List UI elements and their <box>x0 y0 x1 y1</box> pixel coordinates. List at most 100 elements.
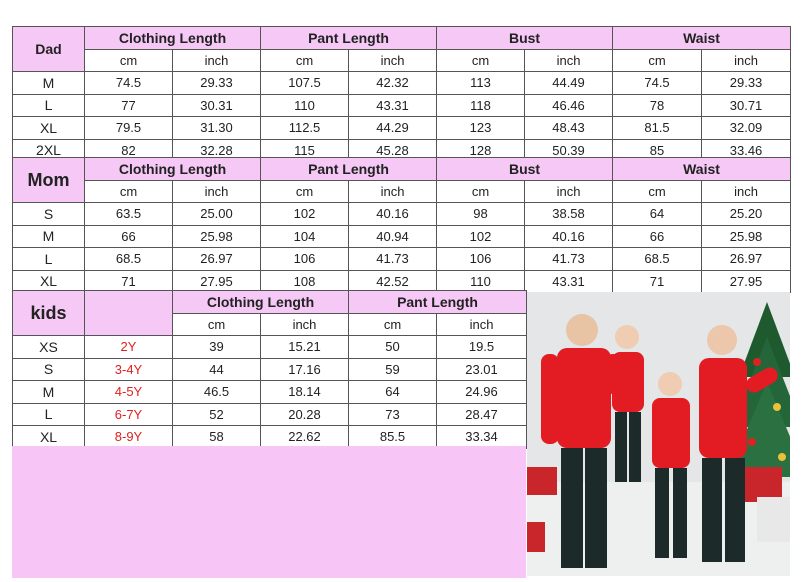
value-cell: 26.97 <box>701 247 792 271</box>
table-row: M 74.5 29.33 107.5 42.32 113 44.49 74.5 … <box>12 71 792 95</box>
value-cell: 40.16 <box>347 202 438 226</box>
age-cell: 3-4Y <box>84 357 173 381</box>
pink-blank-panel <box>12 446 526 578</box>
mom-col-waist: Waist <box>612 157 792 181</box>
value-cell: 43.31 <box>347 93 438 117</box>
value-cell: 63.5 <box>84 202 173 226</box>
unit-inch: inch <box>701 179 792 203</box>
dad-size-table: Dad Clothing Length Pant Length Bust Wai… <box>12 26 792 162</box>
unit-inch: inch <box>701 48 792 72</box>
value-cell: 42.52 <box>347 269 438 293</box>
value-cell: 25.98 <box>701 224 792 248</box>
table-row: S 3-4Y 44 17.16 59 23.01 <box>12 357 528 381</box>
value-cell: 17.16 <box>260 357 349 381</box>
value-cell: 19.5 <box>435 335 528 359</box>
value-cell: 28.47 <box>435 402 528 426</box>
value-cell: 118 <box>436 93 526 117</box>
value-cell: 44.49 <box>524 71 614 95</box>
unit-inch: inch <box>435 312 528 336</box>
value-cell: 45.28 <box>347 138 438 162</box>
size-cell: XS <box>12 335 85 359</box>
unit-cm: cm <box>612 179 703 203</box>
mom-col-bust: Bust <box>436 157 614 181</box>
unit-cm: cm <box>260 179 349 203</box>
value-cell: 64 <box>348 380 437 404</box>
table-row: L 77 30.31 110 43.31 118 46.46 78 30.71 <box>12 93 792 117</box>
value-cell: 71 <box>612 269 703 293</box>
dad-label: Dad <box>12 26 85 72</box>
unit-inch: inch <box>260 312 349 336</box>
value-cell: 18.14 <box>260 380 349 404</box>
size-cell: L <box>12 93 85 117</box>
value-cell: 113 <box>436 71 526 95</box>
value-cell: 106 <box>260 247 349 271</box>
value-cell: 59 <box>348 357 437 381</box>
age-cell: 8-9Y <box>84 425 173 449</box>
table-row: 2XL 82 32.28 115 45.28 128 50.39 85 33.4… <box>12 138 792 162</box>
kids-age-header <box>84 290 173 336</box>
value-cell: 50 <box>348 335 437 359</box>
unit-cm: cm <box>84 48 173 72</box>
value-cell: 123 <box>436 116 526 140</box>
value-cell: 38.58 <box>524 202 614 226</box>
value-cell: 107.5 <box>260 71 349 95</box>
kids-label: kids <box>12 290 85 336</box>
unit-inch: inch <box>347 48 438 72</box>
value-cell: 32.09 <box>701 116 792 140</box>
value-cell: 64 <box>612 202 703 226</box>
size-cell: M <box>12 71 85 95</box>
value-cell: 44 <box>172 357 261 381</box>
value-cell: 31.30 <box>172 116 261 140</box>
unit-cm: cm <box>348 312 437 336</box>
unit-cm: cm <box>260 48 349 72</box>
size-cell: S <box>12 357 85 381</box>
value-cell: 74.5 <box>612 71 703 95</box>
unit-cm: cm <box>436 48 526 72</box>
kids-col-pant-length: Pant Length <box>347 290 528 314</box>
unit-inch: inch <box>172 179 261 203</box>
kids-size-table: kids Clothing Length Pant Length cm inch… <box>12 290 528 449</box>
value-cell: 33.34 <box>435 425 528 449</box>
table-row: L 68.5 26.97 106 41.73 106 41.73 68.5 26… <box>12 247 792 271</box>
family-christmas-pajamas-photo <box>527 292 790 576</box>
value-cell: 39 <box>172 335 261 359</box>
value-cell: 66 <box>612 224 703 248</box>
value-cell: 102 <box>436 224 526 248</box>
size-cell: XL <box>12 116 85 140</box>
value-cell: 110 <box>260 93 349 117</box>
value-cell: 27.95 <box>701 269 792 293</box>
dad-col-clothing-length: Clothing Length <box>84 26 261 50</box>
unit-inch: inch <box>524 48 614 72</box>
table-row: XL 79.5 31.30 112.5 44.29 123 48.43 81.5… <box>12 116 792 140</box>
value-cell: 112.5 <box>260 116 349 140</box>
value-cell: 46.46 <box>524 93 614 117</box>
unit-cm: cm <box>84 179 173 203</box>
value-cell: 43.31 <box>524 269 614 293</box>
size-cell: L <box>12 402 85 426</box>
value-cell: 74.5 <box>84 71 173 95</box>
value-cell: 68.5 <box>84 247 173 271</box>
dad-col-bust: Bust <box>436 26 614 50</box>
family-photo-icon <box>527 292 790 576</box>
size-cell: M <box>12 380 85 404</box>
value-cell: 30.31 <box>172 93 261 117</box>
value-cell: 29.33 <box>701 71 792 95</box>
value-cell: 20.28 <box>260 402 349 426</box>
unit-cm: cm <box>172 312 261 336</box>
value-cell: 81.5 <box>612 116 703 140</box>
value-cell: 98 <box>436 202 526 226</box>
value-cell: 58 <box>172 425 261 449</box>
value-cell: 52 <box>172 402 261 426</box>
unit-cm: cm <box>436 179 526 203</box>
value-cell: 26.97 <box>172 247 261 271</box>
value-cell: 23.01 <box>435 357 528 381</box>
unit-inch: inch <box>524 179 614 203</box>
table-row: XS 2Y 39 15.21 50 19.5 <box>12 335 528 359</box>
value-cell: 29.33 <box>172 71 261 95</box>
value-cell: 40.94 <box>347 224 438 248</box>
value-cell: 25.98 <box>172 224 261 248</box>
value-cell: 68.5 <box>612 247 703 271</box>
value-cell: 30.71 <box>701 93 792 117</box>
table-row: S 63.5 25.00 102 40.16 98 38.58 64 25.20 <box>12 202 792 226</box>
value-cell: 25.20 <box>701 202 792 226</box>
